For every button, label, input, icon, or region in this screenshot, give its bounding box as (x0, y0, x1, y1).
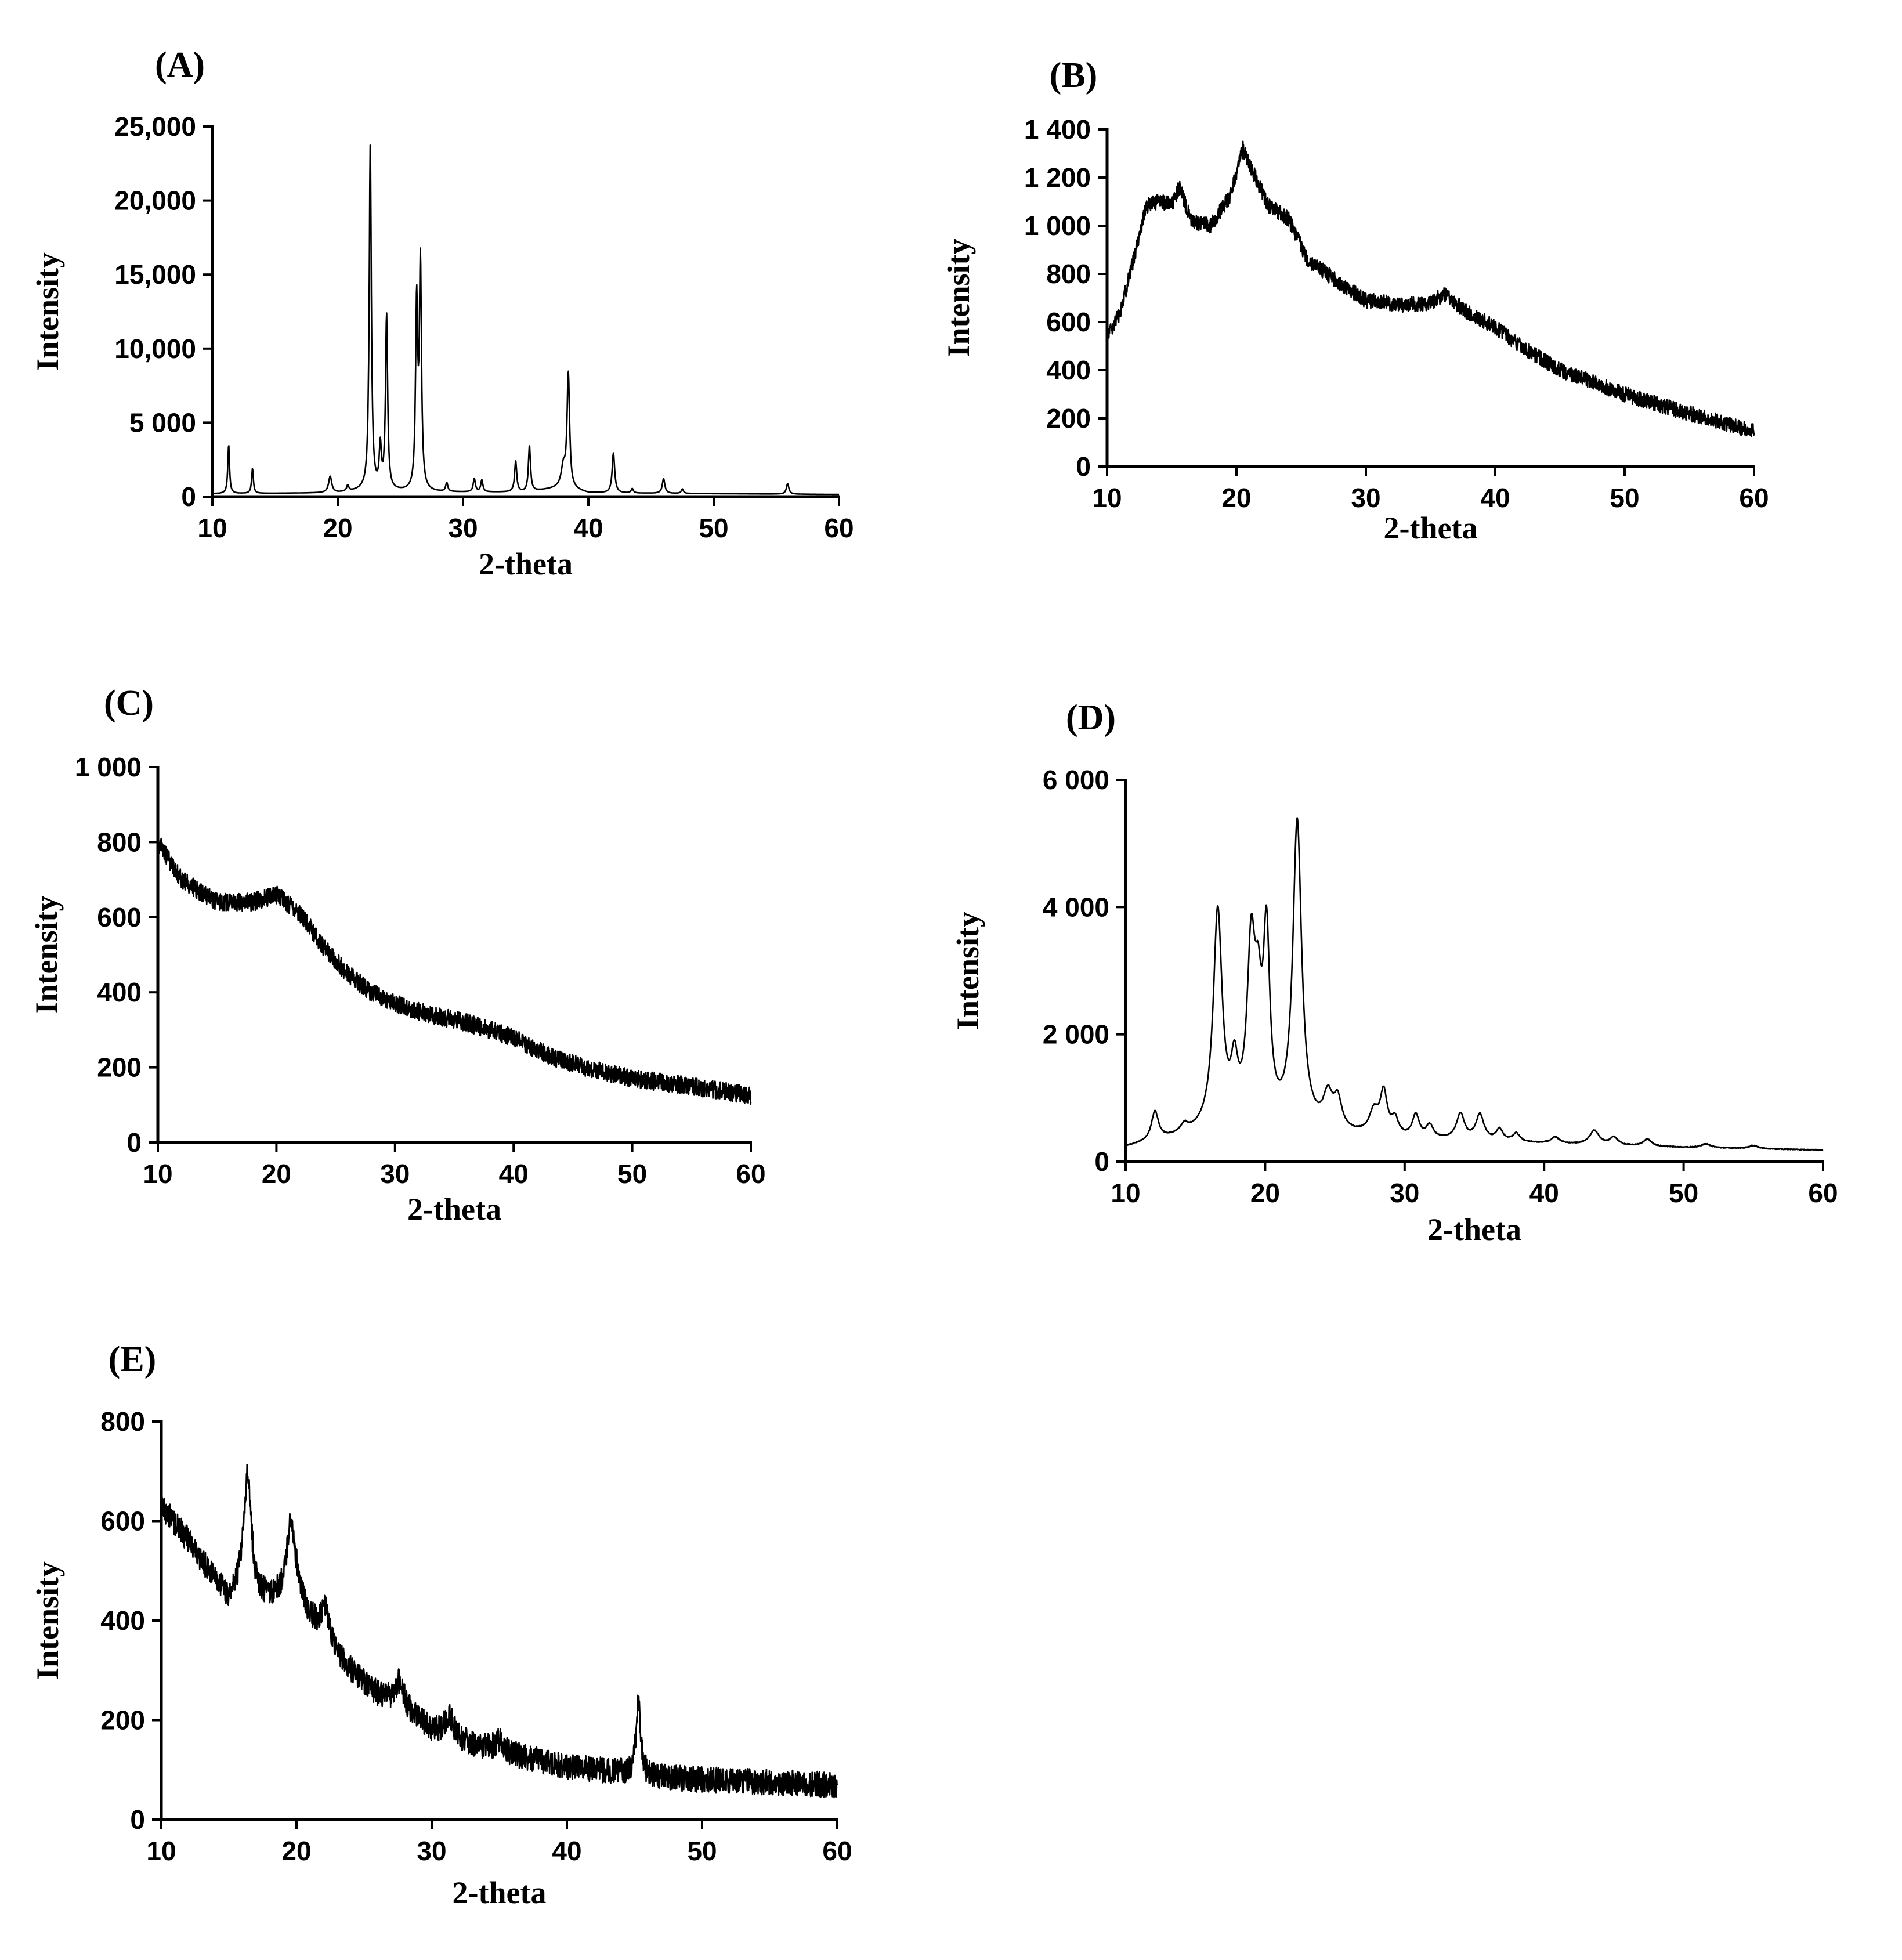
y-tick-label: 600 (97, 902, 142, 932)
panel-label: (C) (104, 684, 154, 723)
x-tick-label: 20 (1250, 1178, 1280, 1208)
diffraction-pattern-line (157, 836, 752, 1105)
y-tick-label: 20,000 (114, 186, 196, 216)
chart-panel-d: (D) 10 20 30 40 50 60 0 2 000 4 000 6 000 2-theta In… (950, 698, 1838, 1247)
x-tick-label: 10 (143, 1159, 172, 1189)
diffraction-pattern-line (1124, 817, 1824, 1151)
x-tick-label: 10 (197, 513, 227, 543)
y-tick-label: 800 (97, 827, 142, 857)
y-tick-label: 600 (1046, 307, 1091, 337)
y-axis-title: Intensity (30, 252, 65, 371)
y-tick-label: 4 000 (1043, 892, 1109, 922)
y-axis-title: Intensity (941, 238, 976, 357)
y-tick-label: 400 (97, 977, 142, 1007)
y-tick-label: 5 000 (129, 407, 196, 437)
x-tick-label: 40 (573, 513, 603, 543)
x-tick-label: 60 (1739, 483, 1769, 513)
y-tick-label: 1 000 (75, 752, 142, 782)
panel-label: (E) (109, 1340, 157, 1379)
y-tick-label: 1 200 (1024, 162, 1091, 193)
y-tick-label: 25,000 (114, 111, 196, 142)
x-axis-title: 2-theta (1427, 1212, 1521, 1247)
x-tick-label: 50 (617, 1159, 647, 1189)
y-axis-title: Intensity (30, 1561, 65, 1680)
x-tick-label: 60 (736, 1159, 765, 1189)
x-tick-label: 50 (687, 1836, 717, 1866)
x-tick-label: 50 (1610, 483, 1639, 513)
y-tick-label: 600 (100, 1506, 145, 1536)
y-tick-label: 0 (1094, 1147, 1109, 1177)
x-tick-label: 20 (262, 1159, 291, 1189)
y-tick-label: 10,000 (114, 334, 196, 364)
x-tick-label: 10 (1111, 1178, 1140, 1208)
x-tick-label: 30 (1390, 1178, 1419, 1208)
y-tick-label: 800 (100, 1406, 145, 1437)
y-axis-title: Intensity (950, 912, 985, 1030)
x-tick-label: 40 (499, 1159, 529, 1189)
x-tick-label: 50 (1669, 1178, 1698, 1208)
y-tick-label: 0 (1076, 451, 1091, 482)
y-tick-label: 400 (1046, 355, 1091, 385)
diffraction-pattern-line (1106, 140, 1755, 437)
y-tick-label: 0 (130, 1804, 145, 1835)
x-tick-label: 20 (323, 513, 352, 543)
x-axis-title: 2-theta (1384, 511, 1478, 545)
x-axis-title: 2-theta (407, 1192, 501, 1227)
panel-label: (A) (155, 45, 205, 85)
x-tick-label: 10 (1092, 483, 1122, 513)
x-tick-label: 30 (1351, 483, 1380, 513)
x-tick-label: 40 (552, 1836, 581, 1866)
y-axis-title: Intensity (29, 895, 64, 1014)
x-axis-title: 2-theta (479, 547, 573, 581)
x-tick-label: 40 (1529, 1178, 1559, 1208)
y-tick-label: 200 (100, 1705, 145, 1735)
x-tick-label: 40 (1480, 483, 1510, 513)
y-tick-label: 2 000 (1043, 1019, 1109, 1050)
x-tick-label: 50 (699, 513, 728, 543)
diffraction-pattern-line (212, 144, 840, 496)
panel-label: (B) (1050, 56, 1098, 95)
x-axis-title: 2-theta (453, 1875, 547, 1910)
panel-label: (D) (1066, 698, 1116, 737)
y-tick-label: 1 400 (1024, 114, 1091, 144)
x-tick-label: 60 (822, 1836, 852, 1866)
x-tick-label: 20 (281, 1836, 311, 1866)
x-tick-label: 10 (146, 1836, 176, 1866)
y-tick-label: 400 (100, 1605, 145, 1636)
x-tick-label: 30 (417, 1836, 446, 1866)
y-tick-label: 1 000 (1024, 211, 1091, 241)
y-tick-label: 6 000 (1043, 765, 1109, 795)
x-tick-label: 20 (1221, 483, 1251, 513)
y-tick-label: 0 (126, 1127, 142, 1158)
y-tick-label: 200 (97, 1053, 142, 1083)
x-tick-label: 30 (448, 513, 478, 543)
x-tick-label: 60 (824, 513, 854, 543)
y-tick-label: 15,000 (114, 259, 196, 290)
x-tick-label: 30 (380, 1159, 410, 1189)
y-tick-label: 200 (1046, 403, 1091, 433)
x-tick-label: 60 (1808, 1178, 1838, 1208)
y-tick-label: 800 (1046, 259, 1091, 289)
y-tick-label: 0 (181, 482, 196, 512)
chart-panel-a: (A) 10 20 30 40 50 60 0 5 000 10,000 15,000 20,000 2… (30, 45, 854, 581)
chart-panel-e: (E)10 20 30 40 50 6002004006008002-thetaInten… (30, 1340, 852, 1910)
diffraction-pattern-line (160, 1463, 838, 1799)
